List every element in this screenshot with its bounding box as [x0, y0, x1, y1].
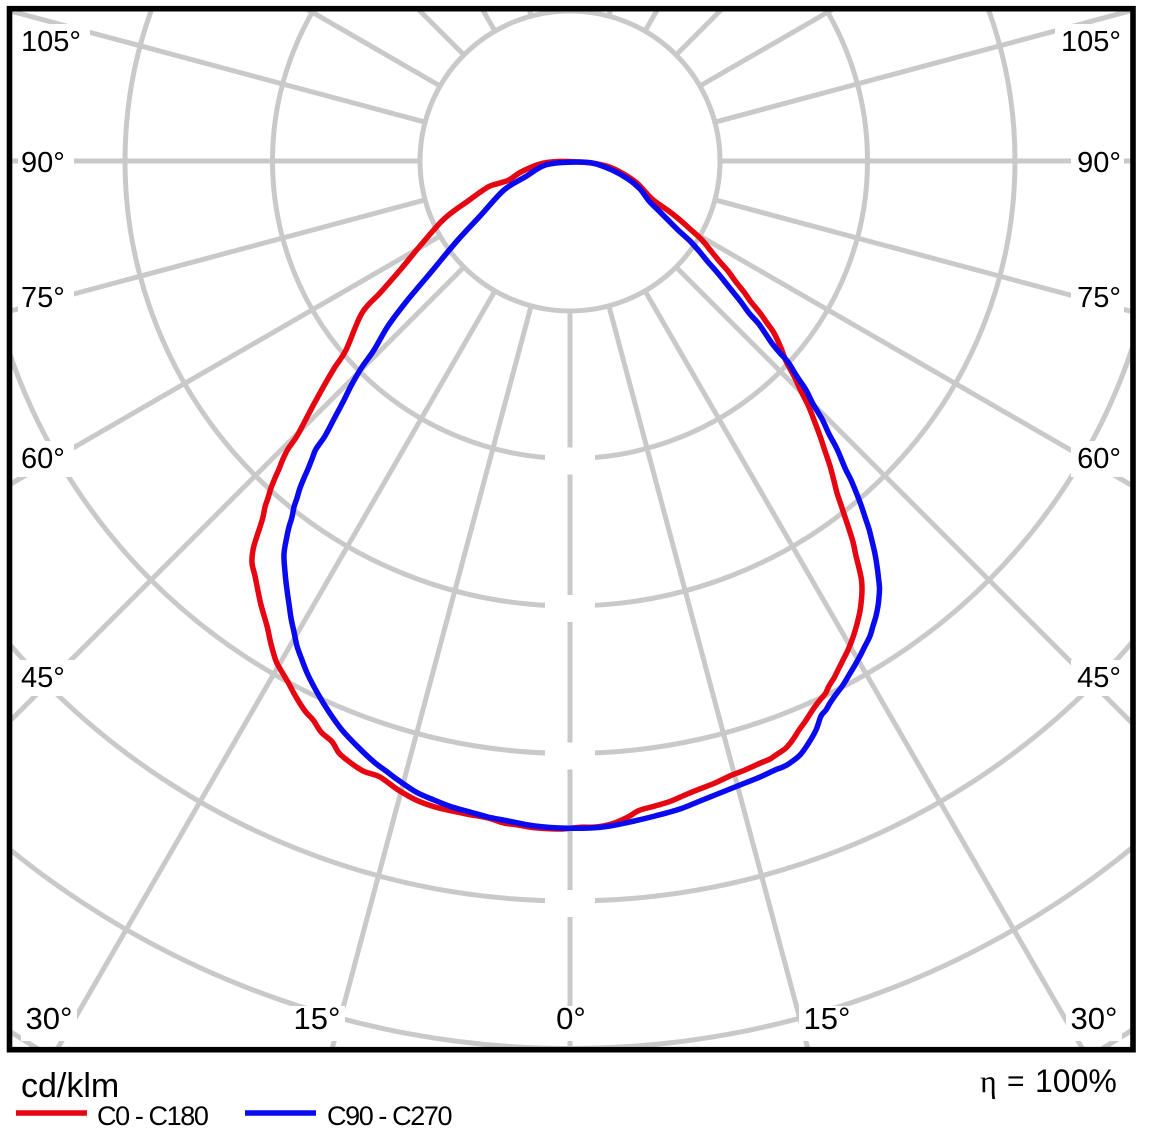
svg-text:60°: 60°	[21, 443, 65, 475]
svg-text:75°: 75°	[21, 282, 65, 314]
svg-text:15°: 15°	[804, 1001, 851, 1036]
svg-text:90°: 90°	[21, 147, 65, 179]
svg-text:C0 - C180: C0 - C180	[97, 1101, 208, 1131]
svg-text:cd/klm: cd/klm	[21, 1067, 119, 1105]
svg-text:0°: 0°	[556, 1001, 586, 1036]
svg-text:30°: 30°	[1071, 1001, 1118, 1036]
svg-text:45°: 45°	[1077, 662, 1121, 694]
svg-text:100%: 100%	[1035, 1063, 1117, 1099]
svg-text:C90 - C270: C90 - C270	[327, 1101, 451, 1131]
svg-text:105°: 105°	[21, 26, 81, 58]
svg-text:45°: 45°	[21, 662, 65, 694]
svg-text:60°: 60°	[1077, 443, 1121, 475]
svg-text:75°: 75°	[1077, 282, 1121, 314]
svg-text:30°: 30°	[26, 1001, 73, 1036]
svg-text:η: η	[980, 1063, 997, 1099]
svg-text:15°: 15°	[294, 1001, 341, 1036]
svg-text:105°: 105°	[1061, 26, 1121, 58]
svg-text:90°: 90°	[1077, 147, 1121, 179]
svg-text:=: =	[1007, 1065, 1025, 1098]
